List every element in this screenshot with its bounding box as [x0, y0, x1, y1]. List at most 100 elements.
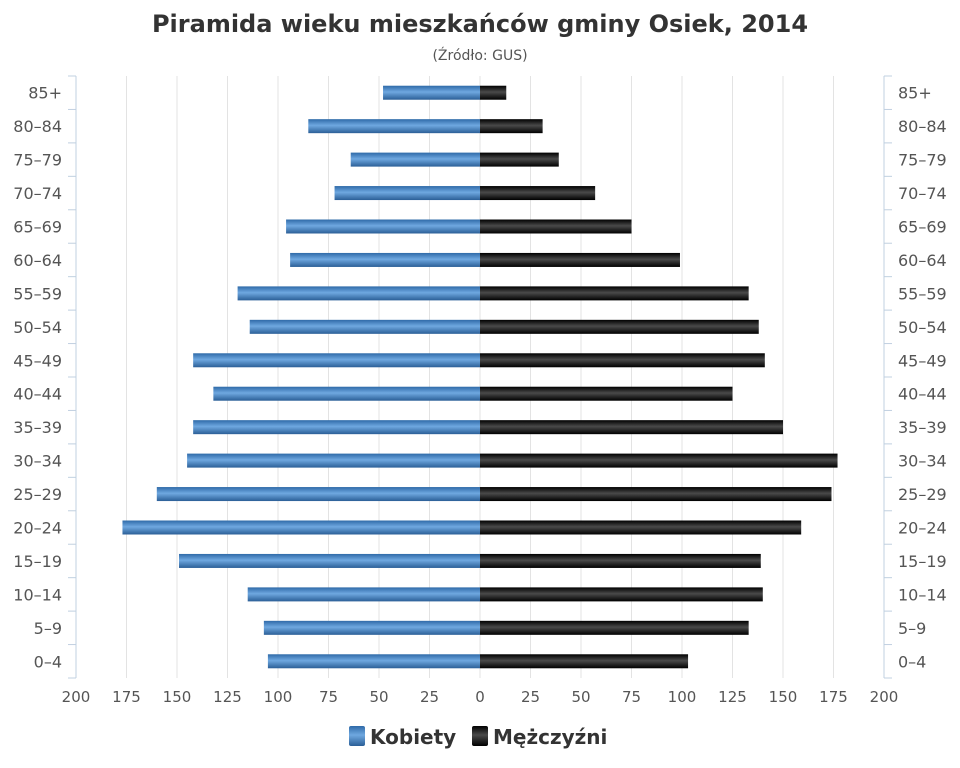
bar-women: [187, 453, 480, 468]
y-category-label-left: 40–44: [13, 385, 62, 404]
bar-women: [237, 286, 480, 301]
x-tick-label: 25: [420, 688, 439, 706]
x-tick-label: 150: [769, 688, 798, 706]
y-category-label-left: 55–59: [13, 284, 62, 303]
bar-men: [480, 119, 543, 134]
bar-men: [480, 520, 802, 535]
bar-men: [480, 386, 733, 401]
y-category-label-right: 30–34: [898, 452, 947, 471]
x-tick-label: 75: [319, 688, 338, 706]
legend-label-men[interactable]: Mężczyźni: [493, 725, 607, 749]
bar-women: [213, 386, 481, 401]
x-tick-label: 200: [870, 688, 899, 706]
axis-labels: 200 175 150 125 100 75 50 25 0 25 50 75 100 125 150 175…: [13, 84, 946, 706]
y-category-label-left: 0–4: [34, 652, 62, 671]
legend[interactable]: Kobiety Mężczyźni: [349, 725, 607, 749]
y-category-label-right: 5–9: [898, 619, 926, 638]
legend-swatch-men[interactable]: [472, 726, 488, 746]
y-category-label-right: 15–19: [898, 552, 947, 571]
x-tick-label: 50: [369, 688, 388, 706]
y-category-label-left: 50–54: [13, 318, 62, 337]
x-tick-label: 125: [718, 688, 747, 706]
y-category-label-right: 0–4: [898, 652, 926, 671]
bar-women: [249, 319, 480, 334]
y-category-label-left: 30–34: [13, 452, 62, 471]
y-category-label-right: 55–59: [898, 284, 947, 303]
bar-men: [480, 252, 680, 267]
chart-subtitle: (Źródło: GUS): [432, 46, 527, 64]
bar-men: [480, 353, 765, 368]
bar-women: [267, 654, 480, 669]
y-category-label-right: 50–54: [898, 318, 947, 337]
y-category-label-right: 45–49: [898, 351, 947, 370]
x-tick-label: 200: [62, 688, 91, 706]
grid-lines: [68, 75, 892, 679]
y-category-label-right: 75–79: [898, 151, 947, 170]
y-category-label-right: 10–14: [898, 585, 947, 604]
bar-women: [193, 420, 480, 435]
x-tick-label: 50: [571, 688, 590, 706]
x-tick-label: 100: [264, 688, 293, 706]
legend-swatch-women[interactable]: [349, 726, 365, 746]
y-category-label-left: 25–29: [13, 485, 62, 504]
bar-men: [480, 186, 596, 201]
bar-men: [480, 487, 832, 502]
y-category-label-left: 10–14: [13, 585, 62, 604]
y-category-label-left: 60–64: [13, 251, 62, 270]
y-category-label-left: 80–84: [13, 117, 62, 136]
y-category-label-right: 20–24: [898, 519, 947, 538]
bar-women: [350, 152, 480, 167]
x-tick-label: 175: [112, 688, 141, 706]
legend-label-women[interactable]: Kobiety: [370, 725, 456, 749]
y-category-label-right: 70–74: [898, 184, 947, 203]
bar-men: [480, 152, 559, 167]
bar-men: [480, 319, 759, 334]
bar-men: [480, 219, 632, 234]
bar-men: [480, 587, 763, 602]
y-category-label-left: 45–49: [13, 351, 62, 370]
y-category-label-right: 60–64: [898, 251, 947, 270]
bar-women: [286, 219, 480, 234]
bar-women: [383, 85, 480, 100]
y-category-label-right: 80–84: [898, 117, 947, 136]
x-tick-label: 25: [521, 688, 540, 706]
x-tick-label: 75: [622, 688, 641, 706]
bar-women: [193, 353, 480, 368]
x-tick-label: 175: [819, 688, 848, 706]
chart-title: Piramida wieku mieszkańców gminy Osiek, …: [152, 10, 808, 38]
bar-men: [480, 286, 749, 301]
bar-men: [480, 85, 507, 100]
bar-women: [334, 186, 480, 201]
x-tick-label: 0: [475, 688, 485, 706]
bar-men: [480, 654, 689, 669]
bars: [122, 85, 838, 669]
x-tick-label: 125: [213, 688, 242, 706]
bar-men: [480, 453, 838, 468]
bar-women: [247, 587, 480, 602]
bar-men: [480, 420, 783, 435]
x-tick-label: 100: [668, 688, 697, 706]
y-category-label-left: 75–79: [13, 151, 62, 170]
bar-women: [308, 119, 480, 134]
bar-women: [122, 520, 481, 535]
y-category-label-left: 5–9: [34, 619, 62, 638]
bar-men: [480, 620, 749, 635]
y-category-label-left: 15–19: [13, 552, 62, 571]
x-tick-label: 150: [163, 688, 192, 706]
y-category-label-right: 85+: [898, 84, 932, 103]
y-category-label-left: 70–74: [13, 184, 62, 203]
bar-women: [290, 252, 480, 267]
y-category-label-right: 25–29: [898, 485, 947, 504]
bar-women: [156, 487, 481, 502]
y-category-label-left: 65–69: [13, 218, 62, 237]
y-category-label-left: 35–39: [13, 418, 62, 437]
bar-women: [179, 553, 480, 568]
bar-men: [480, 553, 761, 568]
y-category-label-left: 20–24: [13, 519, 62, 538]
y-category-label-right: 35–39: [898, 418, 947, 437]
y-category-label-left: 85+: [28, 84, 62, 103]
y-category-label-right: 65–69: [898, 218, 947, 237]
y-category-label-right: 40–44: [898, 385, 947, 404]
bar-women: [263, 620, 480, 635]
